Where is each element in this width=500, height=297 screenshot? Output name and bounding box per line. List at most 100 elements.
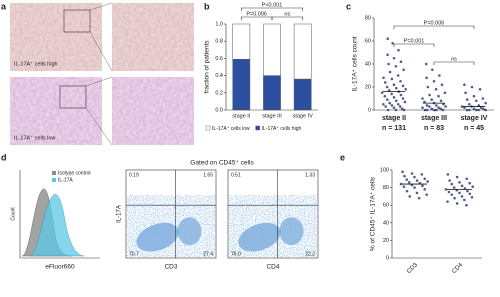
data-point <box>400 107 404 111</box>
data-point <box>455 202 459 205</box>
data-point <box>477 104 481 107</box>
data-point <box>423 177 427 181</box>
data-point <box>396 74 400 77</box>
data-point <box>413 186 416 189</box>
y-tick-label: 40 <box>383 220 389 226</box>
data-point <box>383 94 387 98</box>
data-point <box>426 85 430 89</box>
x-tick-label: stage II <box>232 113 251 119</box>
data-point <box>430 107 434 111</box>
panel-letter: d <box>1 152 7 162</box>
data-point <box>421 106 424 109</box>
legend-swatch <box>255 125 260 131</box>
quadrant-value: 27.4 <box>203 251 213 257</box>
data-point <box>394 99 398 103</box>
legend-label: IL-17A <box>58 177 73 183</box>
panel-letter: c <box>346 1 351 11</box>
data-point <box>405 178 409 181</box>
legend-label: IL-17A⁺ cells high <box>262 126 302 132</box>
data-point <box>446 200 449 203</box>
data-point <box>484 101 487 105</box>
bar-segment <box>232 23 251 60</box>
data-point <box>474 99 478 103</box>
data-point <box>444 105 447 108</box>
panel-letter: b <box>204 1 210 11</box>
significance-label: P=0.006 <box>246 11 267 17</box>
data-point <box>392 83 396 86</box>
data-point <box>465 108 469 112</box>
y-tick-label: 60 <box>365 38 371 44</box>
significance-bracket <box>393 25 475 29</box>
y-tick-label: 0.2 <box>215 90 223 96</box>
data-point <box>439 107 443 111</box>
histology-image <box>10 77 102 145</box>
y-tick-label: 100 <box>380 167 389 173</box>
bar-segment <box>293 78 312 111</box>
data-point <box>420 173 424 176</box>
y-axis-label: Count <box>10 207 16 221</box>
data-point <box>460 195 464 198</box>
data-point <box>450 193 454 196</box>
data-point <box>430 98 433 101</box>
data-point <box>385 85 389 89</box>
data-point <box>423 100 426 104</box>
data-point <box>463 106 466 109</box>
data-point <box>458 191 461 195</box>
x-tick-label: stage III <box>421 115 447 122</box>
data-point <box>391 42 394 45</box>
bar-segment <box>263 23 281 76</box>
data-point <box>401 170 404 174</box>
legend-swatch <box>205 125 211 131</box>
data-point <box>472 94 476 98</box>
cell-speckle <box>127 195 215 257</box>
zoom-connector <box>85 2 113 146</box>
histology-zoom <box>112 77 194 145</box>
data-point <box>390 104 394 107</box>
data-point <box>387 89 391 92</box>
data-point <box>388 70 392 74</box>
x-tick-label: CD4 <box>451 262 464 275</box>
data-point <box>482 107 485 111</box>
data-point <box>394 108 398 112</box>
data-point <box>382 76 385 80</box>
data-point <box>471 185 474 189</box>
quadrant-value: 70.7 <box>129 251 139 257</box>
data-point <box>386 98 389 101</box>
legend-label: Isotype control <box>58 170 91 176</box>
data-point <box>428 105 431 108</box>
significance-label: P=0.006 <box>424 20 445 26</box>
data-point <box>472 107 476 111</box>
data-point <box>479 106 483 109</box>
data-point <box>432 108 436 112</box>
significance-bracket <box>241 7 303 11</box>
quadrant-value: 0.19 <box>129 172 139 178</box>
plot-frame <box>125 169 217 259</box>
significance-label: ns <box>451 56 457 62</box>
y-tick-label: 40 <box>365 61 371 67</box>
bar-segment <box>293 23 312 80</box>
significance-bracket <box>271 16 303 20</box>
legend-swatch <box>52 171 56 175</box>
histology-label: IL-17A⁺ cells low <box>14 134 55 141</box>
significance-label: P<0.001 <box>262 2 283 8</box>
histology-zoom <box>112 3 194 71</box>
data-point <box>423 188 427 191</box>
y-tick-label: 0.8 <box>215 39 223 45</box>
bar-segment <box>232 59 251 111</box>
data-point <box>424 62 428 66</box>
data-point <box>448 179 451 182</box>
data-point <box>401 84 405 88</box>
data-point <box>403 174 406 178</box>
category-note: n = 83 <box>424 125 444 132</box>
data-point <box>399 60 403 63</box>
x-axis-label: CD4 <box>266 264 279 271</box>
x-tick-label: stage IV <box>461 115 488 122</box>
y-tick-label: 20 <box>383 238 389 244</box>
data-point <box>435 104 438 107</box>
data-point <box>446 173 450 176</box>
data-point <box>452 186 456 189</box>
histology-label: IL-17A⁺ cells high <box>14 60 58 67</box>
data-point <box>386 108 390 112</box>
data-point <box>390 92 393 96</box>
data-point <box>465 98 469 101</box>
